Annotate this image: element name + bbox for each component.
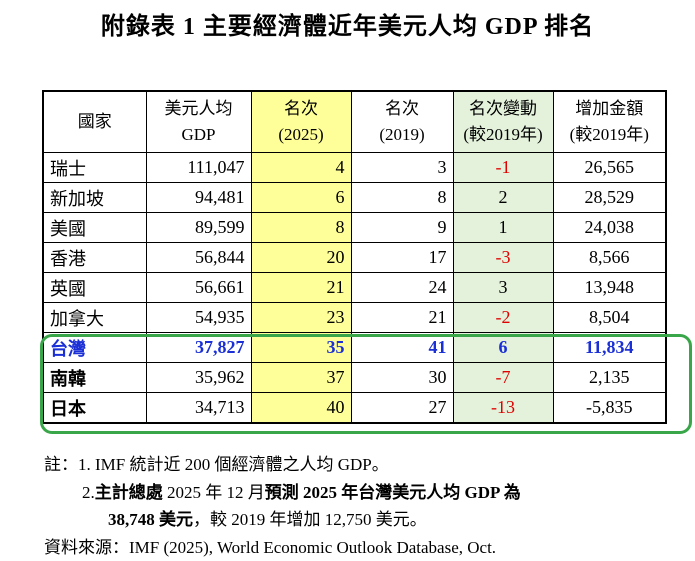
table-cell: 35,962 bbox=[145, 362, 252, 393]
table-cell: 23 bbox=[250, 302, 352, 333]
table-cell: 17 bbox=[350, 242, 454, 273]
table-cell: 26,565 bbox=[552, 152, 667, 183]
table-cell: 24 bbox=[350, 272, 454, 303]
table-cell: 3 bbox=[452, 272, 554, 303]
table-cell: 日本 bbox=[42, 392, 147, 424]
note-text: 預測 2025 年台灣美元人均 GDP 為 bbox=[264, 483, 521, 502]
header-text: GDP bbox=[181, 125, 216, 144]
header-text: (較2019年) bbox=[463, 125, 543, 144]
table-cell: 美國 bbox=[42, 212, 147, 243]
table-cell: 28,529 bbox=[552, 182, 667, 213]
table-row: 香港 56,844 20 17 -3 8,566 bbox=[42, 242, 667, 273]
table-cell: 30 bbox=[350, 362, 454, 393]
header-text: 名次 bbox=[385, 99, 419, 118]
note-text: 主計總處 bbox=[94, 483, 163, 502]
table-cell: 9 bbox=[350, 212, 454, 243]
table-cell: 27 bbox=[350, 392, 454, 424]
table-row: 南韓 35,962 37 30 -7 2,135 bbox=[42, 362, 667, 393]
table-cell: 8,504 bbox=[552, 302, 667, 333]
table-cell: 南韓 bbox=[42, 362, 147, 393]
note-1: 註：1. IMF 統計近 200 個經濟體之人均 GDP。 bbox=[44, 450, 389, 475]
table-row: 日本 34,713 40 27 -13 -5,835 bbox=[42, 392, 667, 424]
table-cell: -1 bbox=[452, 152, 554, 183]
header-text: 名次 bbox=[284, 99, 318, 118]
header-text: 名次變動 bbox=[469, 99, 537, 118]
header-row: 國家 美元人均 GDP 名次 (2025) 名次 (2019) 名次變動 (較2019年) 增加金… bbox=[42, 90, 667, 153]
table-cell: -3 bbox=[452, 242, 554, 273]
note-text: 2. bbox=[82, 483, 95, 502]
table-cell: 89,599 bbox=[145, 212, 252, 243]
table-cell: 94,481 bbox=[145, 182, 252, 213]
table-cell: 24,038 bbox=[552, 212, 667, 243]
table-cell: 56,844 bbox=[145, 242, 252, 273]
header-text: 美元人均 bbox=[164, 99, 233, 118]
table-cell: 2,135 bbox=[552, 362, 667, 393]
header-cell: 名次 (2025) bbox=[250, 90, 352, 153]
table-cell: -7 bbox=[452, 362, 554, 393]
table-cell: 21 bbox=[350, 302, 454, 333]
header-cell: 美元人均 GDP bbox=[145, 90, 252, 153]
table-cell: -2 bbox=[452, 302, 554, 333]
table-cell: 54,935 bbox=[145, 302, 252, 333]
note-2-cont: 38,748 美元，較 2019 年增加 12,750 美元。 bbox=[108, 505, 427, 530]
note-text: 2025 年 12 月 bbox=[162, 483, 265, 502]
table-row: 加拿大 54,935 23 21 -2 8,504 bbox=[42, 302, 667, 333]
title: 附錄表 1 主要經濟體近年美元人均 GDP 排名 bbox=[100, 14, 595, 40]
table-row: 美國 89,599 8 9 1 24,038 bbox=[42, 212, 667, 243]
table-cell: 1 bbox=[452, 212, 554, 243]
table-cell: 35 bbox=[250, 332, 352, 363]
table-cell: 3 bbox=[350, 152, 454, 183]
header-text: (2025) bbox=[278, 125, 324, 144]
table-row: 台灣 37,827 35 41 6 11,834 bbox=[42, 332, 667, 363]
table-cell: 34,713 bbox=[145, 392, 252, 424]
note-text: ，較 2019 年增加 12,750 美元。 bbox=[193, 510, 427, 529]
table-cell: 37 bbox=[250, 362, 352, 393]
table-cell: -5,835 bbox=[552, 392, 667, 424]
table-cell: 21 bbox=[250, 272, 352, 303]
table-cell: 20 bbox=[250, 242, 352, 273]
table-cell: 111,047 bbox=[145, 152, 252, 183]
header-cell: 國家 bbox=[42, 90, 147, 153]
table-row: 瑞士 111,047 4 3 -1 26,565 bbox=[42, 152, 667, 183]
table-cell: 瑞士 bbox=[42, 152, 147, 183]
table-cell: 8,566 bbox=[552, 242, 667, 273]
header-text: 國家 bbox=[77, 112, 112, 131]
table-cell: 13,948 bbox=[552, 272, 667, 303]
table-cell: 8 bbox=[350, 182, 454, 213]
highlight-box bbox=[40, 334, 692, 434]
note-2: 2.主計總處 2025 年 12 月預測 2025 年台灣美元人均 GDP 為 bbox=[82, 478, 521, 503]
table-cell: 4 bbox=[250, 152, 352, 183]
table-cell: 37,827 bbox=[145, 332, 252, 363]
table-cell: 英國 bbox=[42, 272, 147, 303]
table-row: 英國 56,661 21 24 3 13,948 bbox=[42, 272, 667, 303]
table-cell: 新加坡 bbox=[42, 182, 147, 213]
table-cell: 台灣 bbox=[42, 332, 147, 363]
table-cell: 香港 bbox=[42, 242, 147, 273]
table-cell: 加拿大 bbox=[42, 302, 147, 333]
header-text: 增加金額 bbox=[575, 99, 644, 118]
note-label: 註： bbox=[44, 455, 78, 474]
table-row: 新加坡 94,481 6 8 2 28,529 bbox=[42, 182, 667, 213]
header-text: (2019) bbox=[379, 125, 425, 144]
note-text: 38,748 美元 bbox=[108, 510, 193, 529]
gdp-table: 國家 美元人均 GDP 名次 (2025) 名次 (2019) 名次變動 (較2019年) 增加金… bbox=[42, 90, 667, 424]
source: 資料來源：IMF (2025), World Economic Outlook … bbox=[44, 538, 497, 557]
header-cell: 名次 (2019) bbox=[350, 90, 454, 153]
table-cell: 56,661 bbox=[145, 272, 252, 303]
header-cell: 增加金額 (較2019年) bbox=[552, 90, 667, 153]
header-cell: 名次變動 (較2019年) bbox=[452, 90, 554, 153]
note-text: 1. IMF 統計近 200 個經濟體之人均 GDP。 bbox=[78, 455, 389, 474]
table-cell: 6 bbox=[250, 182, 352, 213]
header-text: (較2019年) bbox=[569, 125, 649, 144]
table-cell: 40 bbox=[250, 392, 352, 424]
table-cell: 2 bbox=[452, 182, 554, 213]
table-cell: 8 bbox=[250, 212, 352, 243]
